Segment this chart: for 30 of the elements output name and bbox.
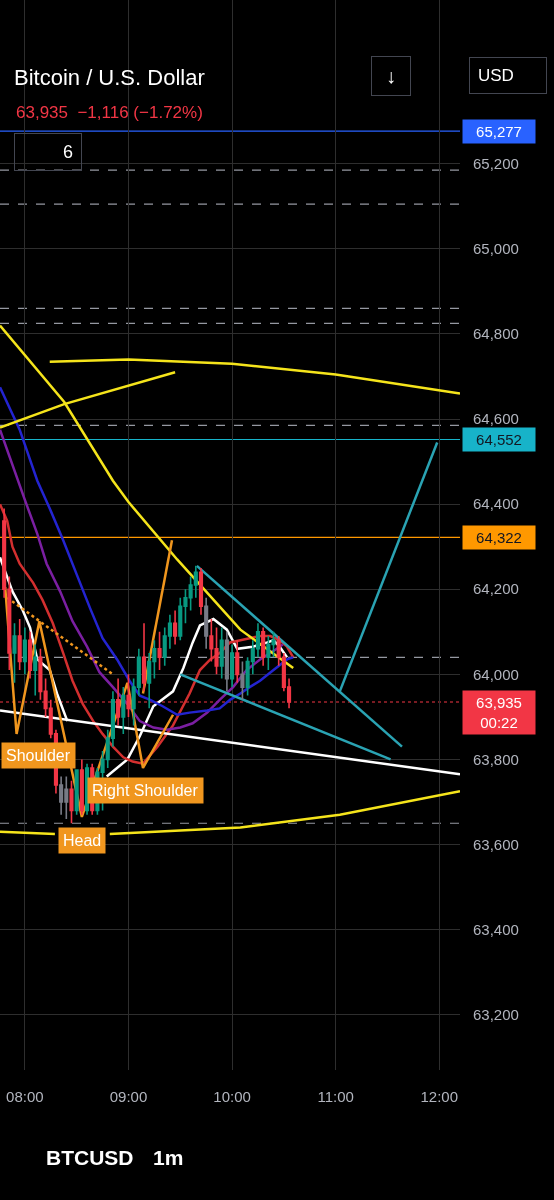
ref-line-label: 63,935 00:22 [476,694,522,731]
text: BTCUSD [46,1146,134,1169]
y-tick-label: 64,000 [473,665,519,683]
y-tick-label: 63,600 [473,835,519,853]
annotation: Head [63,832,102,849]
text: USD [478,66,514,85]
x-tick-label: 08:00 [6,1088,44,1105]
x-tick-label: 09:00 [109,1088,148,1105]
ref-line-label: 64,322 [476,529,522,546]
annotation: Shoulder [6,747,71,764]
annotation: 6 [62,142,73,162]
y-tick-label: 63,400 [473,920,519,938]
y-tick-label: 63,800 [473,750,519,768]
x-tick-label: 12:00 [420,1088,459,1105]
y-tick-label: 65,200 [473,155,519,173]
ref-line-label: 64,552 [476,431,522,448]
y-tick-label: 63,200 [473,1005,519,1023]
y-tick-label: 65,000 [473,240,519,258]
y-tick-label: 64,800 [473,325,519,343]
ref-line-label: 65,277 [476,123,522,140]
y-tick-label: 64,200 [473,580,519,598]
text: 63,935 −1,116 (−1.72%) [16,103,203,122]
x-tick-label: 11:00 [317,1088,354,1105]
annotation: Right Shoulder [92,782,199,799]
x-tick-label: 10:00 [213,1088,251,1105]
text: 1m [153,1146,184,1169]
y-tick-label: 64,600 [473,410,519,428]
y-tick-label: 64,400 [473,495,519,513]
text: Bitcoin / U.S. Dollar [14,64,205,90]
annotation: ↓ [386,65,396,87]
